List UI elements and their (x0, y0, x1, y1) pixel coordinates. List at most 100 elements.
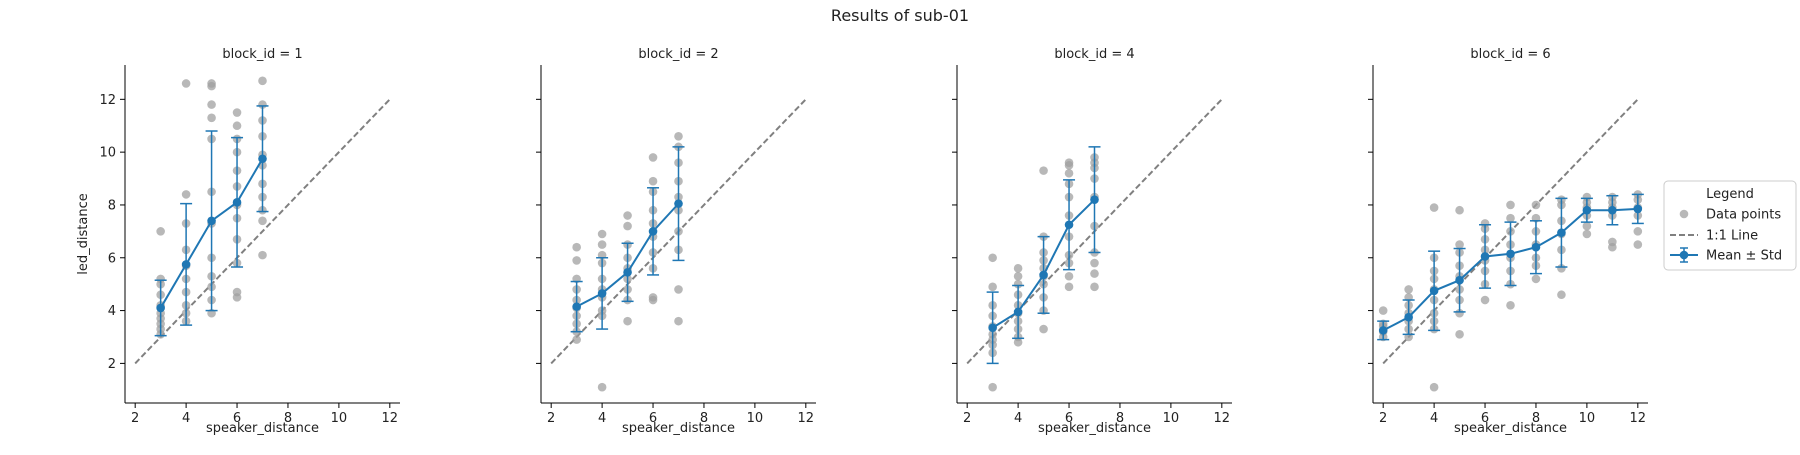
x-axis-label: speaker_distance (1454, 421, 1567, 436)
x-tick-label: 4 (1430, 411, 1438, 426)
data-point (648, 293, 658, 302)
legend-label: 1:1 Line (1706, 229, 1758, 244)
data-point (1480, 295, 1490, 305)
x-tick-label: 6 (233, 411, 241, 426)
data-point (1480, 219, 1490, 228)
y-tick-label: 8 (108, 198, 116, 213)
x-tick-label: 12 (382, 411, 399, 426)
identity-line (134, 98, 391, 365)
data-point (1506, 213, 1515, 223)
mean-point (1582, 205, 1592, 215)
mean-point (258, 154, 267, 164)
x-tick-label: 2 (547, 411, 555, 426)
data-point (623, 211, 632, 220)
x-axis-label: speaker_distance (206, 421, 319, 436)
mean-point (232, 198, 242, 207)
data-point (648, 176, 658, 186)
data-point (572, 335, 581, 344)
data-point (156, 274, 165, 284)
legend-title: Legend (1706, 187, 1754, 202)
panel-1: block_id = 1 2 4 6 8 10 12 2 4 6 8 10 12 speaker_dist… (76, 47, 400, 436)
data-point (232, 287, 242, 297)
data-point (1608, 237, 1617, 247)
panel-title: block_id = 2 (638, 47, 718, 62)
mean-point (674, 199, 683, 208)
data-point (1039, 166, 1048, 175)
panel-title: block_id = 4 (1054, 47, 1134, 62)
mean-point (1429, 286, 1439, 296)
mean-point (1633, 204, 1643, 214)
panel-4: block_id = 6 2 4 6 8 10 12 speaker_distance (1368, 47, 1648, 436)
data-point (1531, 274, 1541, 284)
data-point (1039, 324, 1048, 334)
data-point (1557, 264, 1566, 273)
mean-point (181, 260, 191, 269)
panel-title: block_id = 1 (222, 47, 302, 62)
mean-point (648, 227, 658, 236)
x-tick-label: 12 (1630, 411, 1647, 426)
data-point (1506, 200, 1515, 210)
mean-point (1039, 270, 1048, 280)
mean-point (988, 323, 997, 333)
mean-point (623, 267, 632, 277)
data-point (258, 76, 267, 86)
mean-point (1557, 228, 1566, 237)
data-point (1064, 168, 1074, 178)
data-point (623, 316, 632, 326)
mean-point (1506, 249, 1515, 259)
data-point (1064, 271, 1074, 281)
data-point (1582, 229, 1592, 239)
mean-point (1531, 242, 1541, 252)
y-tick-label: 2 (108, 357, 116, 372)
data-point (572, 242, 581, 252)
data-point (156, 227, 165, 236)
data-point (258, 216, 267, 226)
data-point (1090, 258, 1099, 268)
x-tick-label: 8 (1116, 411, 1124, 426)
data-point (232, 121, 242, 131)
mean-point (597, 289, 607, 298)
x-tick-label: 10 (747, 411, 764, 426)
panel-title: block_id = 6 (1470, 47, 1550, 62)
data-point (1013, 264, 1023, 273)
mean-point (207, 216, 216, 226)
legend-box (1663, 180, 1797, 271)
y-axis-label: led_distance (76, 193, 91, 274)
x-tick-label: 10 (331, 411, 348, 426)
data-point (207, 113, 216, 123)
y-tick-label: 10 (99, 146, 116, 161)
data-point (597, 229, 607, 239)
x-axis-label: speaker_distance (622, 421, 735, 436)
data-point (988, 282, 997, 292)
data-point (674, 131, 683, 141)
x-axis-label: speaker_distance (1038, 421, 1151, 436)
mean-point (1480, 252, 1490, 261)
mean-point (1455, 275, 1464, 285)
data-point (1582, 192, 1592, 202)
mean-point (1064, 220, 1074, 230)
data-point (623, 221, 632, 231)
data-point (1633, 227, 1643, 236)
data-point (648, 153, 658, 162)
data-point (1531, 200, 1541, 210)
x-tick-label: 2 (1379, 411, 1387, 426)
data-point (1064, 158, 1074, 168)
x-tick-label: 8 (700, 411, 708, 426)
data-point (181, 79, 191, 88)
data-point (1013, 271, 1023, 281)
data-point (1455, 330, 1464, 339)
data-point (1429, 382, 1439, 392)
data-point (1090, 269, 1099, 278)
y-tick-label: 6 (108, 251, 116, 266)
x-tick-label: 12 (1214, 411, 1231, 426)
legend: Legend Data points 1:1 Line Mean ± Std (1663, 180, 1797, 271)
data-point (1378, 306, 1388, 315)
mean-point (1608, 205, 1617, 215)
chart-title: Results of sub-01 (831, 6, 969, 25)
y-tick-label: 4 (108, 304, 116, 319)
data-point (207, 100, 216, 109)
x-tick-label: 10 (1579, 411, 1596, 426)
data-point (1090, 282, 1099, 292)
mean-point (1378, 326, 1388, 335)
